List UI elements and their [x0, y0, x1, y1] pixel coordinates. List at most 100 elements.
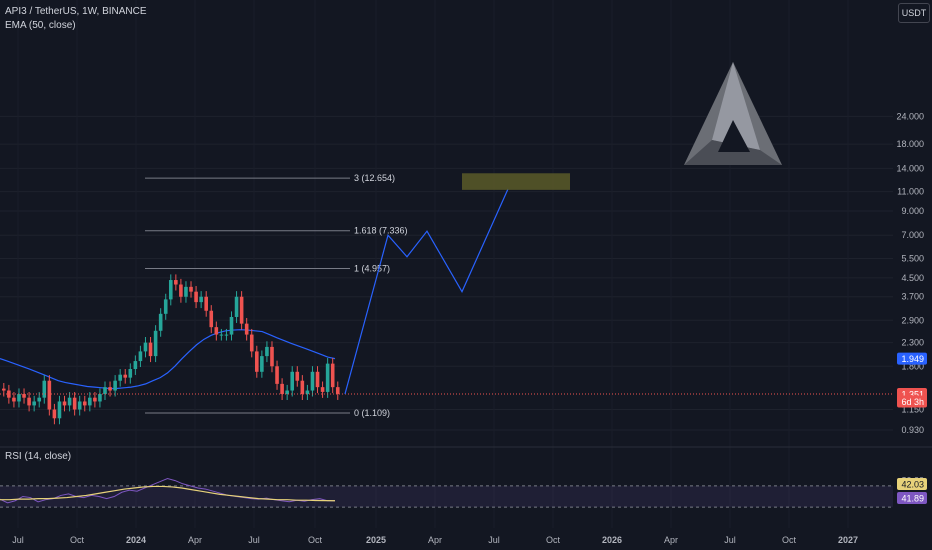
x-tick-label: Apr: [188, 535, 202, 545]
candle-body: [209, 310, 214, 328]
candle-body: [335, 387, 340, 394]
price-label-bg: [897, 395, 927, 408]
candle-body: [12, 397, 16, 402]
candle-body: [82, 401, 87, 406]
x-tick-label: 2026: [602, 535, 622, 545]
candle-body: [148, 342, 153, 357]
logo-facet: [684, 140, 782, 165]
y-tick-label: 18.000: [896, 139, 924, 149]
x-tick-label: Apr: [664, 535, 678, 545]
candle-body: [229, 316, 234, 335]
rsi-value-label-bg: [897, 492, 927, 504]
candle-body: [184, 286, 188, 297]
currency-button[interactable]: USDT: [898, 3, 930, 23]
candle-body: [300, 380, 305, 395]
candle-body: [330, 363, 335, 388]
candle-body: [17, 394, 21, 402]
candle-body: [260, 356, 264, 372]
target-zone-box: [462, 173, 570, 190]
candle-body: [123, 374, 128, 378]
x-tick-label: 2027: [838, 535, 858, 545]
candle-body: [325, 363, 330, 392]
x-tick-label: Apr: [428, 535, 442, 545]
candle-body: [37, 397, 42, 402]
candle-body: [239, 296, 244, 324]
candle-body: [189, 286, 193, 292]
y-tick-label: 5.500: [901, 253, 924, 263]
x-tick-label: Oct: [70, 535, 85, 545]
candle-body: [42, 380, 47, 398]
symbol-title: API3 / TetherUS, 1W, BINANCE: [5, 6, 147, 17]
candle-body: [143, 342, 148, 352]
candle-body: [244, 323, 249, 335]
fib-label: 1.618 (7.336): [354, 226, 408, 236]
y-tick-label: 2.300: [901, 338, 924, 348]
candle-body: [204, 296, 208, 311]
logo-facet: [712, 62, 760, 150]
x-tick-label: Jul: [488, 535, 500, 545]
candle-body: [315, 371, 320, 388]
candle-body: [275, 366, 279, 384]
candle-body: [118, 374, 122, 381]
candle-body: [224, 334, 229, 336]
y-tick-label: 0.930: [901, 425, 924, 435]
candle-body: [280, 383, 284, 395]
candle-body: [265, 346, 269, 357]
candle-body: [22, 394, 26, 398]
candle-body: [2, 388, 6, 391]
candle-body: [72, 397, 77, 410]
candle-body: [77, 401, 82, 410]
candle-body: [93, 397, 97, 402]
candle-body: [310, 371, 315, 391]
candle-body: [194, 291, 198, 303]
projection-path: [344, 188, 509, 395]
price-label: 1.949: [901, 354, 924, 364]
candle-body: [128, 368, 133, 378]
x-tick-label: 2024: [126, 535, 146, 545]
candle-body: [270, 346, 274, 367]
candle-body: [62, 401, 67, 406]
candle-body: [113, 380, 117, 391]
candle-body: [290, 371, 295, 391]
rsi-band: [0, 485, 893, 508]
candle-body: [214, 327, 219, 335]
y-tick-label: 7.000: [901, 230, 924, 240]
y-tick-label: 2.900: [901, 315, 924, 325]
x-tick-label: Jul: [12, 535, 24, 545]
x-tick-label: Jul: [248, 535, 260, 545]
candle-body: [108, 387, 112, 391]
candle-body: [179, 284, 183, 297]
fib-label: 0 (1.109): [354, 408, 390, 418]
y-tick-label: 1.800: [901, 361, 924, 371]
ema-line: [0, 329, 336, 390]
price-label: 6d 3h: [901, 397, 924, 407]
candle-body: [138, 351, 143, 362]
rsi-indicator-label: RSI (14, close): [5, 451, 72, 462]
price-label: 1.351: [901, 389, 924, 399]
candle-body: [249, 334, 254, 352]
x-tick-label: Oct: [782, 535, 797, 545]
y-tick-label: 11.000: [897, 187, 924, 197]
candle-body: [32, 401, 36, 406]
x-tick-label: Oct: [546, 535, 561, 545]
candle-body: [305, 390, 310, 395]
y-tick-label: 14.000: [896, 163, 924, 173]
y-tick-label: 3.700: [901, 292, 924, 302]
candle-body: [57, 401, 62, 419]
candle-body: [158, 313, 163, 331]
candle-body: [133, 361, 138, 369]
rsi-value-label-bg: [897, 478, 927, 490]
candle-body: [234, 296, 239, 317]
api3-logo: [684, 62, 782, 165]
y-tick-label: 1.150: [901, 405, 924, 415]
rsi-line: [0, 477, 336, 504]
candle-body: [52, 409, 57, 419]
candle-body: [67, 397, 72, 406]
y-tick-label: 24.000: [896, 111, 924, 121]
candle-body: [88, 397, 92, 406]
candle-body: [168, 280, 173, 300]
fib-label: 1 (4.957): [354, 264, 390, 274]
candle-body: [199, 296, 203, 303]
candle-body: [47, 380, 52, 410]
